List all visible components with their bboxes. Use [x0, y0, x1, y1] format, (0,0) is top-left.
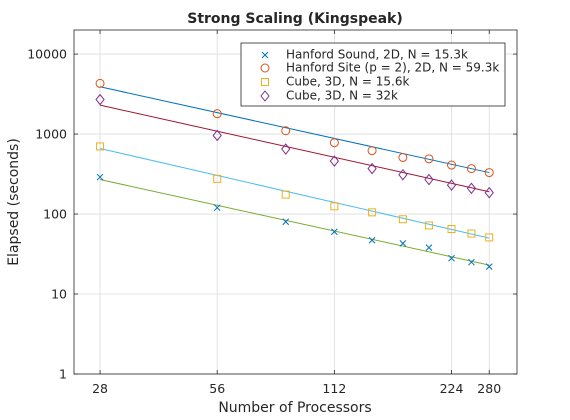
data-point-hanford-site — [212, 109, 222, 119]
data-point-hanford-sound — [425, 244, 433, 252]
data-point-hanford-site — [398, 152, 408, 162]
legend-box — [240, 42, 506, 107]
data-point-cube-15k — [424, 221, 433, 230]
legend-marker-hanford-sound — [261, 51, 269, 59]
fit-line-hanford-sound — [99, 86, 490, 174]
data-point-hanford-site — [367, 146, 377, 156]
data-point-cube-15k — [467, 229, 476, 238]
y-tick-label: 1000 — [35, 127, 67, 142]
data-point-hanford-site — [329, 138, 339, 148]
data-point-hanford-site — [484, 168, 494, 178]
data-point-hanford-site — [447, 160, 457, 170]
x-tick-label: 280 — [477, 381, 501, 396]
data-point-cube-32k — [281, 143, 291, 155]
data-point-hanford-site — [424, 154, 434, 164]
data-point-cube-32k — [367, 162, 377, 175]
chart-title: Strong Scaling (Kingspeak) — [187, 11, 403, 27]
legend-label-hanford-sound: Hanford Sound, 2D, N = 15.3k — [286, 48, 468, 62]
data-point-cube-32k — [424, 173, 434, 186]
data-point-cube-32k — [446, 179, 457, 191]
legend-marker-hanford-site — [260, 63, 270, 73]
data-point-hanford-sound — [282, 218, 290, 226]
legend-label-cube-15k: Cube, 3D, N = 15.6k — [286, 75, 409, 89]
data-point-cube-15k — [281, 190, 290, 199]
data-point-cube-32k — [95, 93, 105, 106]
x-tick-label: 56 — [209, 381, 225, 396]
data-point-hanford-sound — [213, 204, 221, 212]
legend-label-cube-32k: Cube, 3D, N = 32k — [286, 89, 398, 103]
fit-line-hanford-site — [99, 104, 490, 193]
data-point-cube-32k — [212, 129, 222, 142]
legend-markers — [260, 51, 270, 102]
data-point-hanford-sound — [399, 240, 407, 247]
data-point-cube-15k — [96, 142, 105, 151]
data-point-cube-32k — [329, 155, 340, 167]
x-tick-label: 112 — [322, 381, 346, 396]
data-point-cube-15k — [213, 174, 222, 183]
legend-marker-cube-15k — [261, 78, 269, 86]
data-point-cube-15k — [330, 202, 339, 211]
data-point-hanford-sound — [331, 228, 338, 236]
data-point-hanford-site — [281, 126, 291, 136]
x-tick-label: 28 — [92, 381, 108, 396]
data-markers — [95, 78, 494, 270]
y-tick-label: 10000 — [27, 47, 67, 62]
legend-label-hanford-site: Hanford Site (p = 2), 2D, N = 59.3k — [286, 61, 499, 75]
data-point-hanford-sound — [485, 263, 493, 270]
x-tick-label: 224 — [440, 381, 464, 396]
data-point-cube-15k — [398, 215, 407, 224]
axis-ticks: 28 56 112 224 280 1 10 100 1000 10000 — [27, 30, 517, 396]
y-tick-label: 10 — [51, 287, 67, 302]
y-tick-label: 100 — [43, 207, 67, 222]
data-point-hanford-sound — [368, 236, 376, 244]
data-point-hanford-sound — [448, 254, 455, 262]
data-point-hanford-site — [95, 78, 105, 88]
data-point-hanford-sound — [96, 173, 104, 181]
fit-line-cube-32k — [99, 179, 490, 266]
fit-line-cube-15k — [99, 148, 490, 239]
legend-marker-cube-32k — [260, 90, 270, 102]
data-point-cube-32k — [466, 182, 477, 195]
data-point-cube-32k — [484, 186, 494, 199]
plot-frame — [73, 29, 518, 375]
y-tick-label: 1 — [59, 367, 67, 382]
y-axis-label: Elapsed (seconds) — [6, 138, 22, 266]
data-point-cube-15k — [447, 225, 456, 234]
data-point-cube-15k — [485, 233, 494, 242]
data-point-cube-32k — [398, 168, 408, 181]
data-point-hanford-sound — [468, 258, 475, 266]
data-point-cube-15k — [368, 208, 377, 217]
x-axis-label: Number of Processors — [218, 400, 371, 416]
legend: Hanford Sound, 2D, N = 15.3k Hanford Sit… — [240, 42, 506, 107]
data-point-hanford-site — [466, 164, 476, 174]
fit-lines — [99, 86, 490, 266]
